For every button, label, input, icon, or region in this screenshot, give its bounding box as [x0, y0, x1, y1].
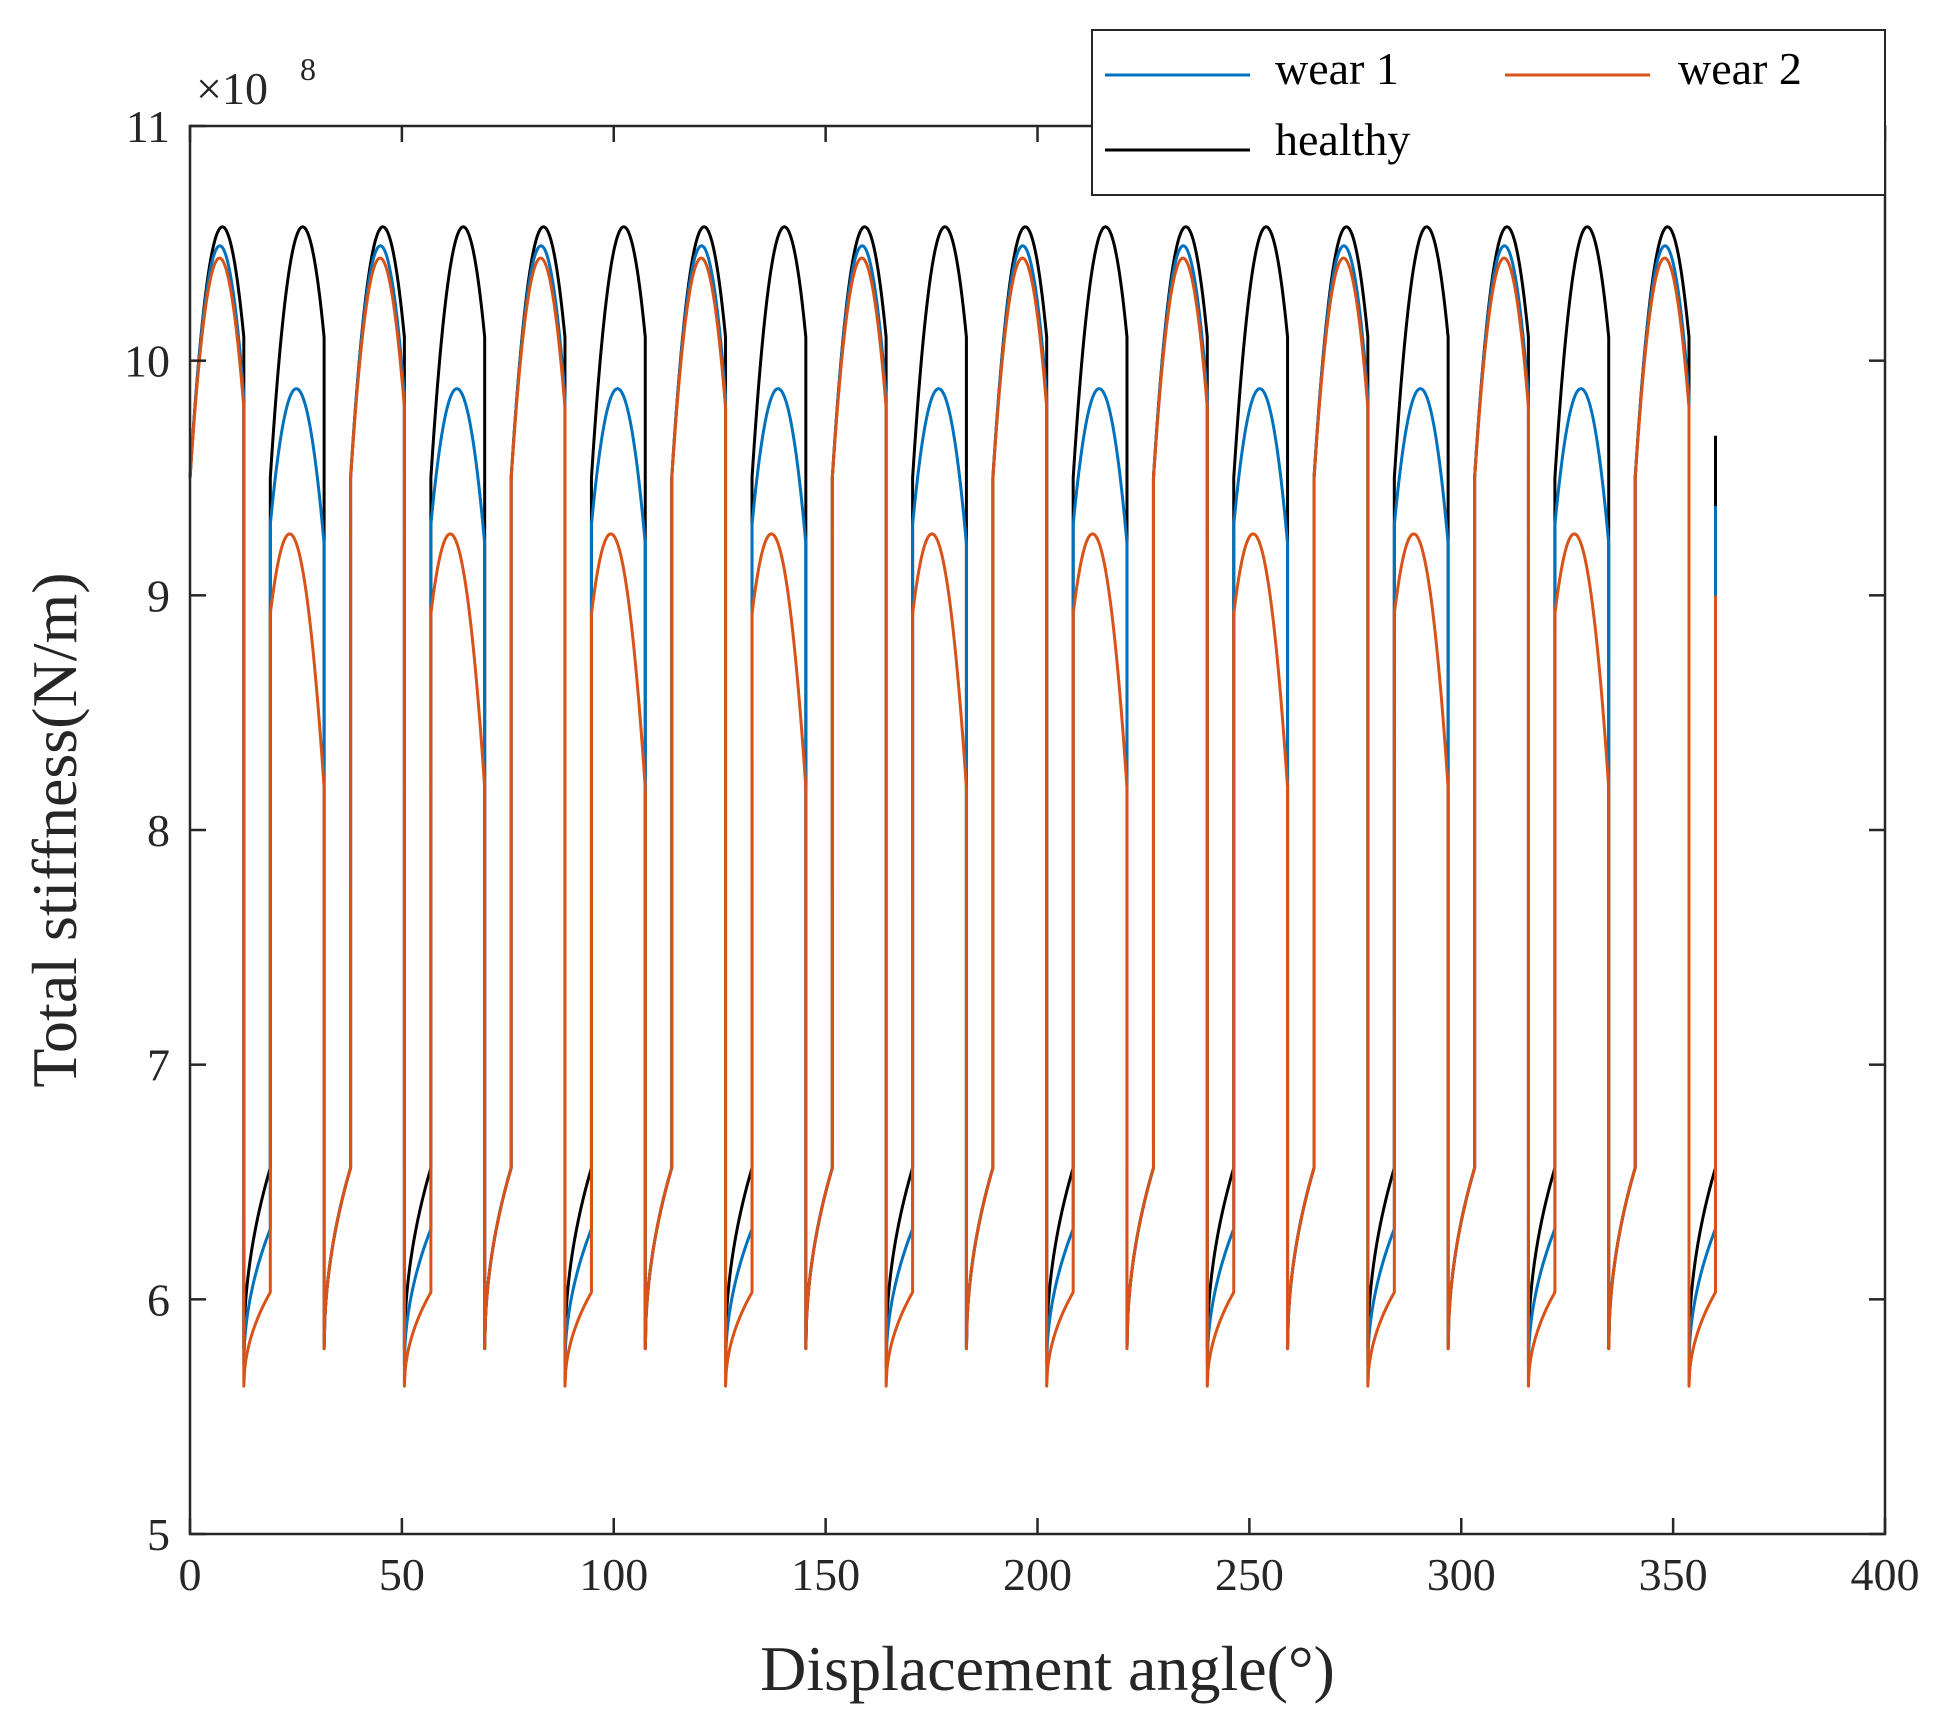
- axes-layer: 0 50 100 150 200 250 300 350 400 5 6 7 8 9 10 11 ×10 8 Dis…: [19, 51, 1920, 1704]
- legend: wear 1 wear 2 healthy: [1091, 29, 1886, 196]
- y-exponent-power: 8: [300, 51, 316, 87]
- x-axis-title: Displacement angle(°): [760, 1633, 1335, 1704]
- series-layer: [188, 225, 1717, 1388]
- y-tick-label: 11: [126, 101, 170, 152]
- x-tick-label: 50: [379, 1549, 425, 1600]
- axes-background: [190, 126, 1885, 1534]
- y-tick-label: 6: [147, 1274, 170, 1325]
- x-tick-label: 400: [1851, 1549, 1920, 1600]
- x-tick-label: 350: [1639, 1549, 1708, 1600]
- y-tick-label: 7: [147, 1040, 170, 1091]
- x-tick-label: 200: [1003, 1549, 1072, 1600]
- x-tick-label: 0: [179, 1549, 202, 1600]
- legend-label-wear-1: wear 1: [1275, 43, 1399, 94]
- series-line-wear-2: [188, 256, 1717, 1388]
- plot-area: [190, 126, 1885, 1534]
- legend-label-wear-2: wear 2: [1678, 43, 1802, 94]
- y-tick-label: 5: [147, 1509, 170, 1560]
- x-tick-label: 250: [1215, 1549, 1284, 1600]
- y-tick-label: 10: [124, 336, 170, 387]
- y-exponent-base: ×10: [196, 63, 268, 114]
- x-tick-label: 300: [1427, 1549, 1496, 1600]
- legend-label-healthy: healthy: [1275, 114, 1410, 165]
- x-tick-label: 150: [791, 1549, 860, 1600]
- y-tick-label: 9: [147, 570, 170, 621]
- legend-box: [1091, 29, 1886, 196]
- y-tick-label: 8: [147, 805, 170, 856]
- y-axis-title: Total stiffness(N/m): [19, 572, 90, 1087]
- x-tick-label: 100: [579, 1549, 648, 1600]
